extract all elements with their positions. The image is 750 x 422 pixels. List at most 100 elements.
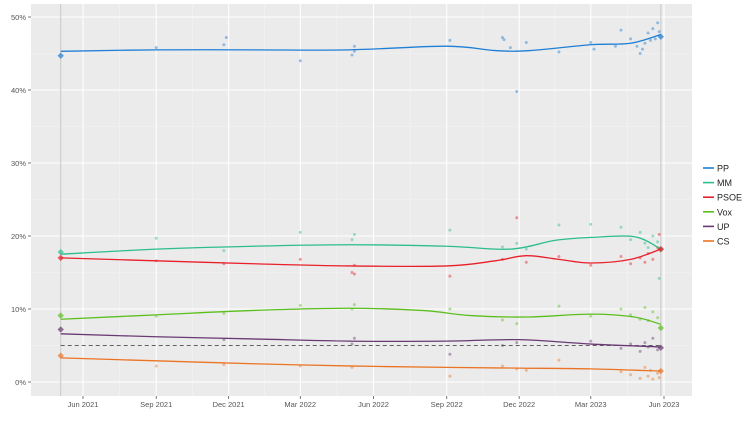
cs-poll-point [222,362,226,366]
legend-label-cs: CS [717,237,730,247]
mm-poll-point [298,230,302,234]
x-tick-label: Jun 2023 [649,400,680,409]
x-tick-label: Sep 2021 [140,400,172,409]
psoe-poll-point [589,263,593,267]
cs-poll-point [524,368,528,372]
x-tick-label: Mar 2022 [284,400,316,409]
cs-poll-point [646,374,650,378]
mm-poll-point [448,228,452,232]
pp-poll-point [657,30,661,34]
pp-poll-point [352,49,356,53]
cs-poll-point [154,364,158,368]
pp-poll-point [224,35,228,39]
x-tick-label: Dec 2021 [213,400,245,409]
y-tick-label: 0% [15,378,26,387]
vox-poll-point [656,316,660,320]
up-poll-point [656,348,660,352]
vox-poll-point [298,303,302,307]
vox-poll-point [619,307,623,311]
x-tick-label: Jun 2022 [358,400,389,409]
pp-poll-point [641,47,645,51]
psoe-poll-point [448,274,452,278]
mm-poll-point [154,236,158,240]
y-tick-label: 30% [11,159,26,168]
psoe-trend-line [60,248,662,268]
cs-poll-point [656,371,660,375]
cs-poll-point [500,364,504,368]
pp-poll-point [656,21,660,25]
psoe-poll-point [350,271,354,274]
cs-end-result-marker [657,367,665,375]
cs-trend-line [60,357,661,372]
cs-poll-point [629,373,633,377]
pp-poll-point [524,41,528,45]
up-end-result-marker [657,344,665,351]
psoe-poll-point [643,260,647,264]
psoe-poll-point [557,254,561,258]
mm-poll-point [515,241,519,245]
mm-poll-point [350,238,354,242]
cs-poll-point [448,374,452,378]
vox-poll-point [589,314,593,318]
vox-poll-point [500,318,504,322]
mm-trend-line [60,235,662,255]
up-poll-point [448,352,452,356]
up-trend-line [60,333,661,348]
vox-poll-point [643,306,647,310]
x-tick-label: Dec 2022 [503,400,535,409]
vox-poll-point [222,311,226,315]
y-tick-label: 50% [11,13,26,22]
vox-start-result-marker [57,312,64,319]
up-poll-point [515,341,519,345]
pp-poll-point [154,46,158,50]
mm-poll-point [222,249,226,253]
up-poll-point [352,336,356,340]
pp-poll-point [635,44,639,48]
pp-poll-point [515,89,519,93]
cs-poll-point [651,377,655,381]
pp-poll-point [638,52,642,55]
pp-poll-point [352,44,356,48]
up-poll-point [500,344,504,347]
up-start-result-marker [57,326,64,333]
cs-poll-point [657,376,661,380]
pp-poll-point [646,31,650,35]
y-tick-label: 40% [11,86,26,95]
psoe-poll-point [515,216,519,220]
mm-poll-point [651,234,655,238]
mm-poll-point [589,222,593,226]
vox-poll-point [448,307,452,311]
pp-poll-point [557,50,561,54]
psoe-poll-point [657,233,661,237]
psoe-start-result-marker [57,254,64,262]
mm-poll-point [629,238,633,242]
pp-poll-point [502,38,506,42]
cs-start-result-marker [57,352,64,359]
up-poll-point [651,336,655,340]
vox-poll-point [352,303,356,307]
legend-label-mm: MM [717,178,732,188]
psoe-poll-point [352,272,356,276]
vox-end-result-marker [657,324,665,332]
mm-poll-point [500,245,504,249]
pp-poll-point [298,59,302,63]
mm-poll-point [352,233,356,237]
psoe-poll-point [651,257,655,261]
pp-poll-point [508,46,512,50]
vox-trend-line [60,307,661,325]
plot-panel [31,4,692,396]
vox-poll-point [651,310,655,314]
psoe-poll-point [629,262,633,266]
mm-poll-point [524,247,528,251]
x-tick-label: Jun 2021 [68,400,99,409]
pp-poll-point [648,38,652,42]
pp-poll-point [350,53,354,57]
mm-poll-point [656,240,660,244]
legend-label-pp: PP [717,164,729,174]
pp-poll-point [653,37,657,41]
psoe-poll-point [619,254,623,258]
pp-start-result-marker [57,52,64,59]
legend-label-up: UP [717,222,730,232]
pp-poll-point [589,41,593,45]
up-poll-point [643,341,647,345]
